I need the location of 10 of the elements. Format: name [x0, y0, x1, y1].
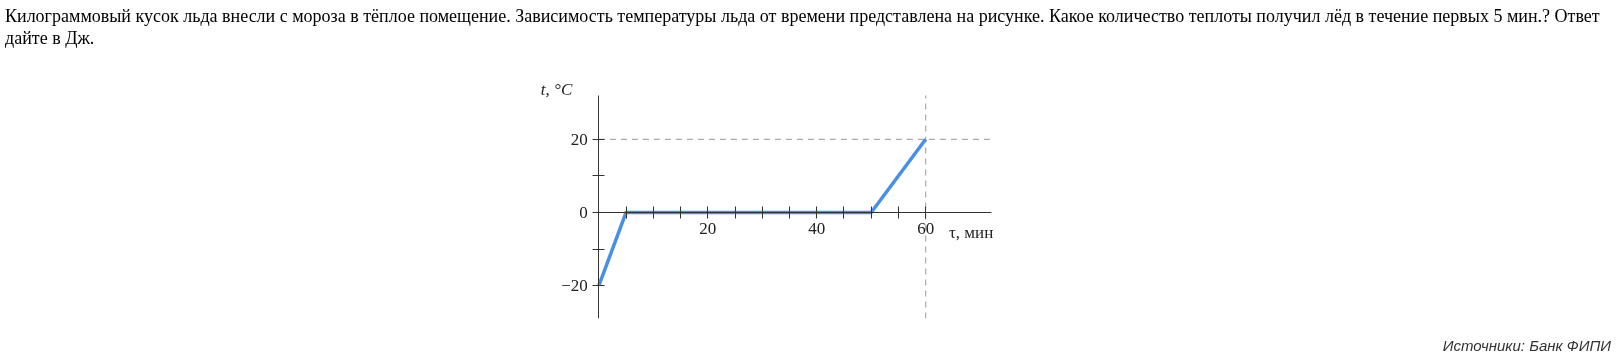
y-tick-label: 0 [579, 202, 588, 222]
x-tick-label: 40 [808, 219, 826, 239]
y-axis-title: t, °C [540, 80, 573, 100]
y-tick-label: 20 [570, 129, 588, 149]
x-tick-label: 20 [699, 219, 717, 239]
x-tick-label: 60 [917, 219, 935, 239]
x-axis-title: τ, мин [949, 223, 994, 243]
text: Источники: Банк ФИПИ [1442, 336, 1611, 356]
chart-title: Килограммовый кусок льда внесли с мороза в тёплое помещение. Зависимость температуры льда от времени представлена на рисунке. Какое количество теплоты получил лёд в течение первых 5 мин.? Ответ дайте в Дж. [5, 5, 1601, 49]
y-tick-label: −20 [561, 276, 588, 296]
